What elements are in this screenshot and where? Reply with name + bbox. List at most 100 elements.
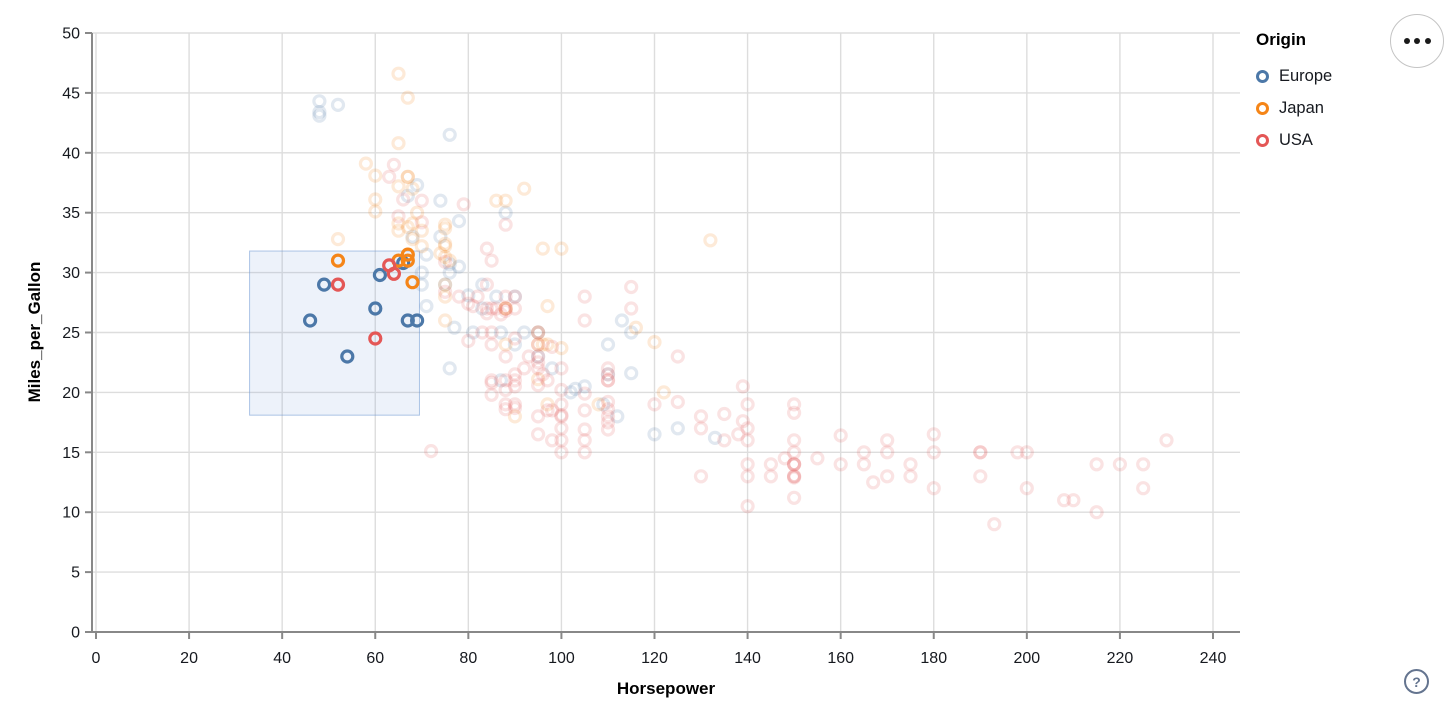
data-point: [540, 403, 555, 418]
brush-selection-rect[interactable]: [249, 250, 420, 416]
data-point: [414, 193, 429, 208]
data-point: [451, 259, 467, 274]
data-point: [400, 169, 415, 184]
data-point: [340, 349, 355, 364]
data-point: [396, 192, 411, 207]
x-tick-label: 80: [459, 650, 477, 667]
data-point: [484, 375, 499, 390]
data-point: [656, 385, 671, 400]
data-point: [554, 421, 569, 436]
legend-item-japan: Japan: [1256, 92, 1386, 124]
data-point: [703, 233, 718, 248]
y-tick-label: 20: [62, 385, 80, 402]
data-point: [479, 306, 494, 321]
data-point: [498, 289, 513, 304]
data-point: [447, 320, 462, 335]
data-point: [330, 253, 346, 268]
data-point: [731, 427, 746, 442]
data-point: [786, 405, 802, 420]
help-button[interactable]: ?: [1404, 669, 1429, 694]
data-point: [1159, 433, 1174, 448]
data-point: [498, 349, 513, 364]
data-point: [433, 229, 448, 244]
data-point: [465, 299, 481, 314]
data-point: [600, 409, 616, 424]
data-point: [530, 355, 546, 370]
data-point: [624, 279, 639, 295]
data-point: [554, 241, 569, 256]
legend-title: Origin: [1256, 30, 1307, 49]
data-point: [670, 421, 685, 436]
data-point: [577, 313, 592, 328]
data-point: [438, 277, 453, 292]
data-point: [400, 220, 415, 235]
data-point: [670, 349, 685, 364]
data-point: [507, 379, 523, 394]
data-point: [1066, 493, 1081, 508]
data-point: [577, 445, 592, 460]
points-layer[interactable]: [303, 66, 1174, 532]
data-point: [438, 249, 453, 265]
data-point: [740, 421, 755, 436]
x-tick-label: 140: [734, 650, 761, 667]
data-point: [517, 361, 532, 376]
y-tick-label: 15: [62, 445, 80, 462]
data-point: [544, 361, 560, 376]
data-point: [554, 445, 569, 460]
data-point: [535, 337, 550, 352]
data-point: [693, 469, 709, 484]
chart-menu-button[interactable]: [1390, 14, 1444, 68]
data-point: [530, 325, 546, 340]
data-point: [405, 275, 420, 290]
data-point: [479, 301, 494, 316]
data-point: [507, 337, 523, 352]
question-mark-icon: ?: [1412, 673, 1421, 690]
data-point: [540, 337, 555, 352]
data-point: [880, 469, 895, 484]
data-point: [419, 247, 434, 262]
data-point: [987, 517, 1002, 532]
data-point: [530, 361, 546, 376]
data-point: [786, 457, 802, 472]
legend-item-usa: USA: [1256, 124, 1386, 156]
data-point: [600, 422, 616, 437]
legend-item-label: Japan: [1279, 98, 1324, 117]
data-point: [1019, 481, 1034, 496]
data-point: [438, 313, 453, 328]
data-point: [498, 193, 513, 208]
data-point: [414, 215, 429, 230]
data-point: [544, 339, 560, 354]
data-point: [493, 373, 508, 388]
data-point: [544, 433, 560, 448]
data-point: [507, 367, 523, 382]
data-point: [786, 457, 802, 472]
data-point: [1019, 445, 1034, 460]
data-point: [540, 397, 555, 412]
data-point: [438, 236, 453, 251]
x-tick-label: 220: [1107, 650, 1134, 667]
data-point: [544, 403, 560, 418]
data-point: [451, 289, 467, 304]
data-point: [926, 427, 941, 442]
data-point: [386, 266, 401, 281]
data-point: [484, 373, 499, 388]
data-point: [530, 337, 546, 352]
data-point: [400, 253, 415, 268]
data-point: [628, 320, 644, 335]
series-japan: [330, 66, 718, 424]
data-point: [600, 402, 616, 417]
data-point: [786, 469, 802, 484]
data-point: [600, 361, 616, 376]
data-point: [442, 265, 457, 280]
data-point: [554, 433, 569, 448]
data-point: [400, 169, 415, 184]
data-point: [1136, 481, 1151, 496]
legend-items: Europe Japan USA: [1256, 60, 1386, 156]
x-tick-label: 0: [92, 650, 101, 667]
data-point: [507, 373, 523, 388]
data-point: [577, 422, 592, 437]
legend-item-europe: Europe: [1256, 60, 1386, 92]
data-point: [786, 457, 802, 472]
